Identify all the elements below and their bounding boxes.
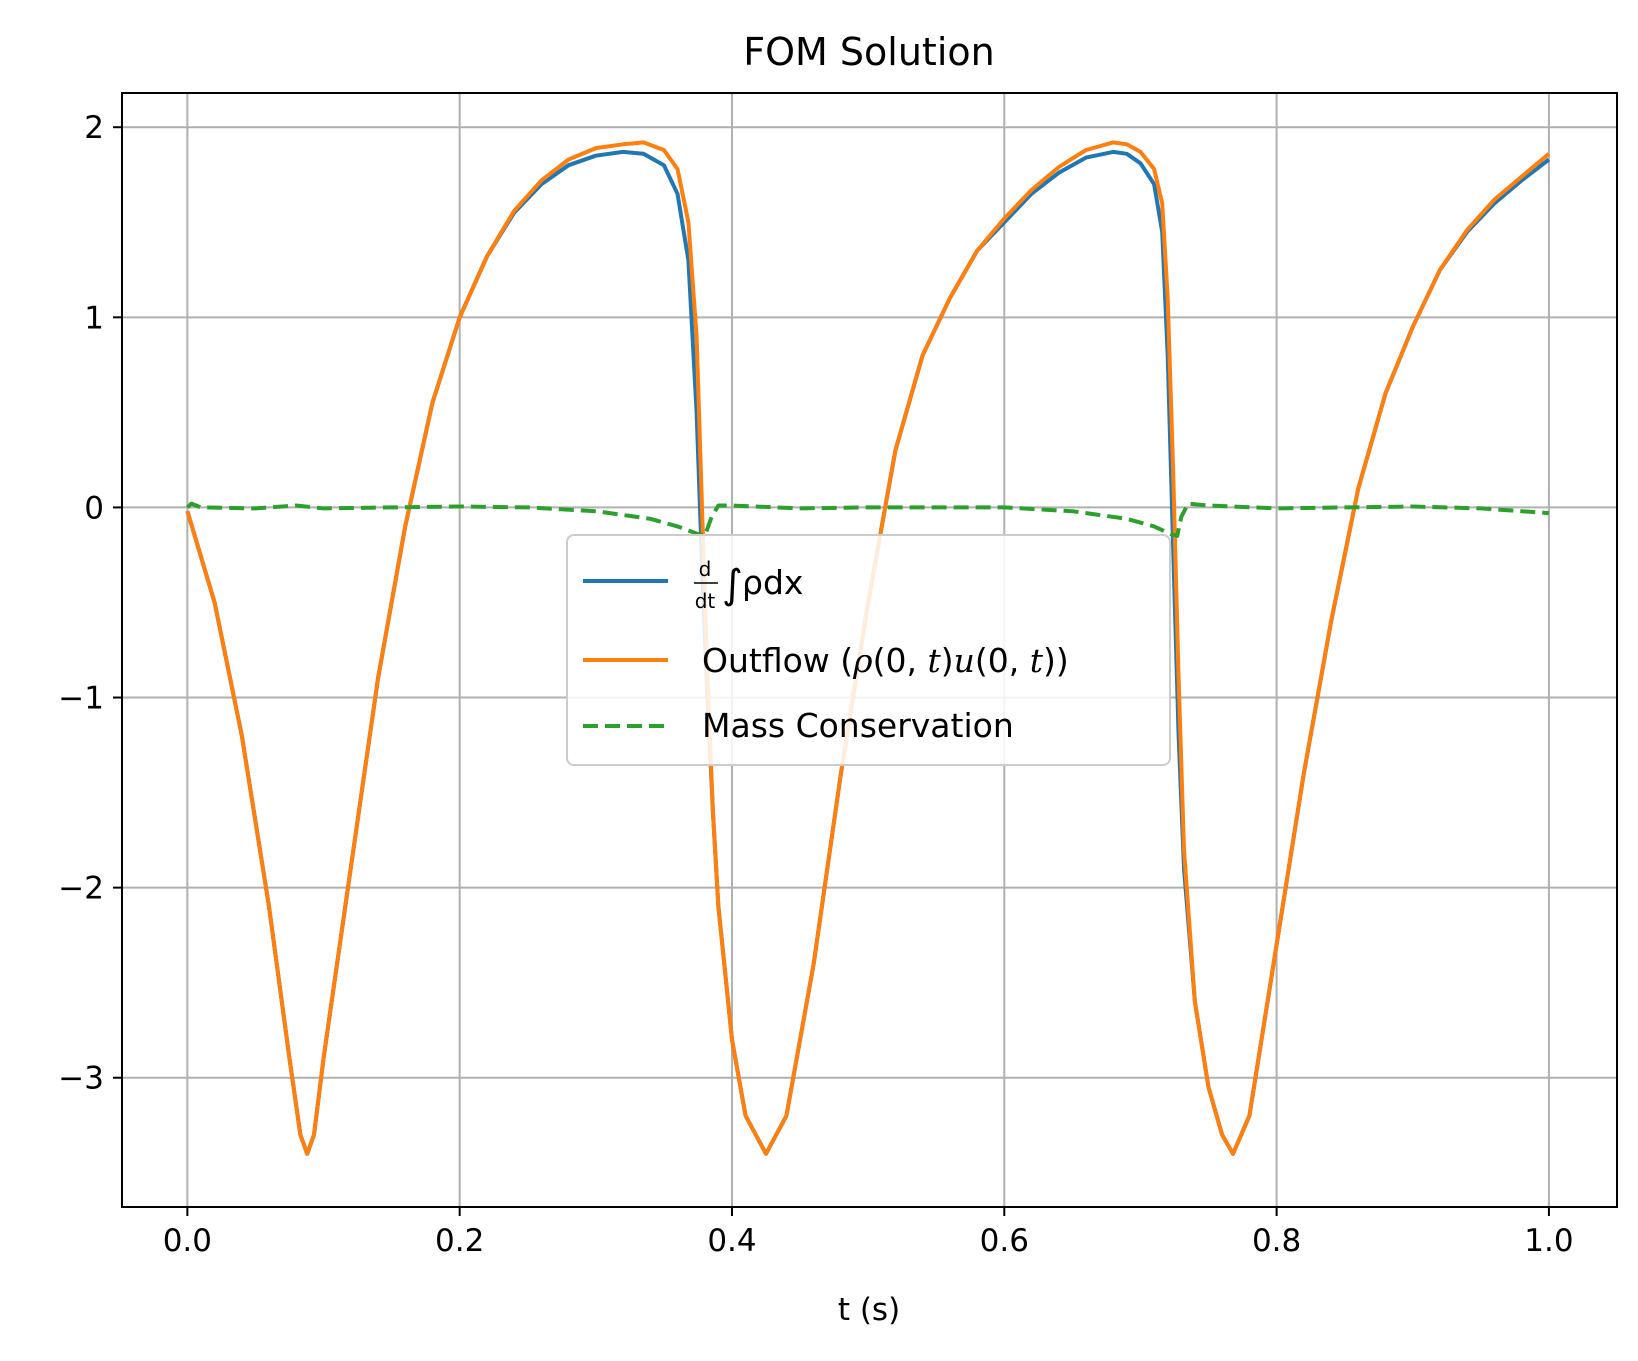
svg-text:d: d xyxy=(699,557,712,581)
x-tick-label: 0.8 xyxy=(1252,1223,1301,1259)
y-tick-label: 1 xyxy=(84,300,104,336)
series-layer xyxy=(185,140,1551,1156)
x-tick-label: 1.0 xyxy=(1524,1223,1573,1259)
plot-frame xyxy=(121,92,1618,1208)
series-outflow-line xyxy=(185,140,1551,1156)
svg-text:∫: ∫ xyxy=(722,562,743,608)
series-mass-conservation-line xyxy=(186,501,1550,538)
x-tick-label: 0.2 xyxy=(435,1223,484,1259)
y-tick-label: 0 xyxy=(84,490,104,526)
x-tick-label: 0.6 xyxy=(980,1223,1029,1259)
chart-title: FOM Solution xyxy=(743,30,994,74)
legend-label-derivative: d dt ∫ ρdx xyxy=(694,557,803,613)
x-axis-label: t (s) xyxy=(838,1292,900,1328)
y-axis-ticks: 2 1 0 −1 −2 −3 xyxy=(58,110,122,1097)
y-tick-label: −2 xyxy=(58,871,104,907)
y-tick-label: 2 xyxy=(84,110,104,146)
svg-text:dt: dt xyxy=(695,589,716,613)
y-tick-label: −1 xyxy=(58,681,104,717)
legend-label-outflow: Outflow (ρ(0, t)u(0, t)) xyxy=(702,641,1069,680)
x-tick-label: 0.0 xyxy=(163,1223,212,1259)
y-tick-label: −3 xyxy=(58,1061,104,1097)
legend-label-mass: Mass Conservation xyxy=(702,706,1014,745)
legend-box xyxy=(566,534,1171,766)
x-tick-label: 0.4 xyxy=(707,1223,756,1259)
legend: d dt ∫ ρdx Outflow (ρ(0, t)u(0, t)) Mass… xyxy=(566,534,1171,766)
x-axis-ticks: 0.0 0.2 0.4 0.6 0.8 1.0 xyxy=(163,1207,1574,1259)
svg-text:ρdx: ρdx xyxy=(742,563,803,602)
